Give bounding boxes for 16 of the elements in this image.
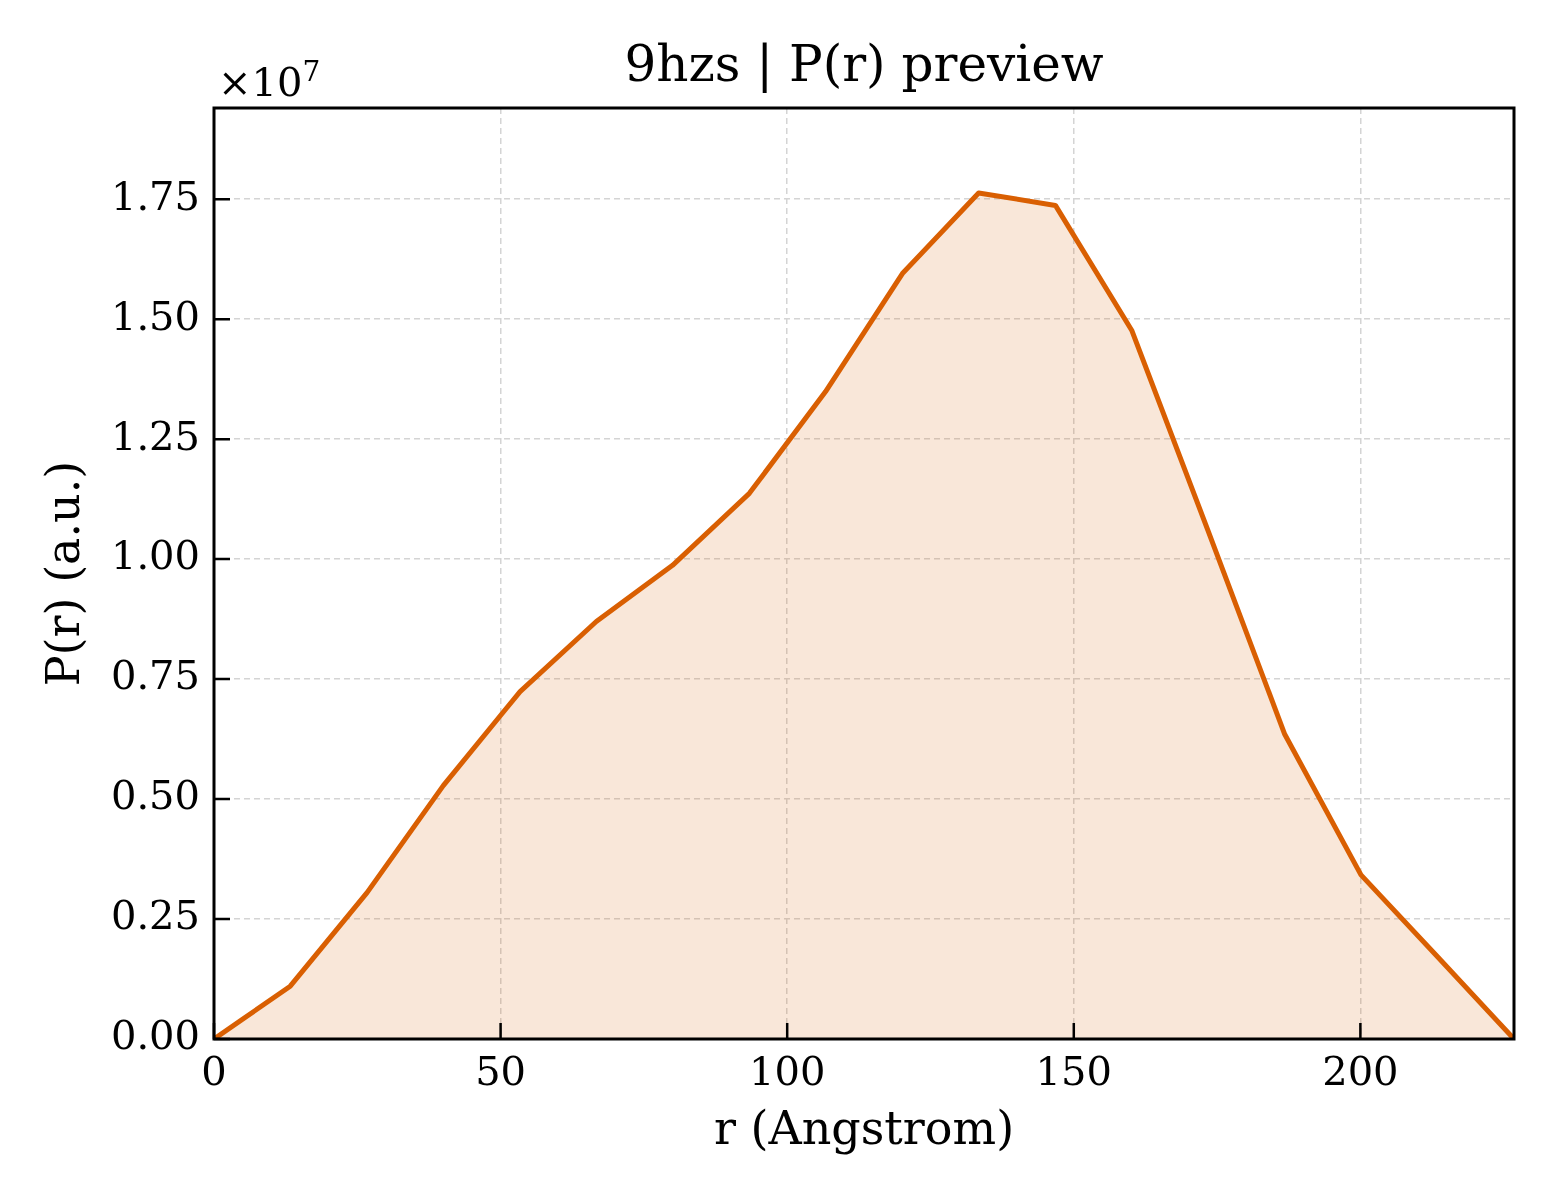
y-tick-label: 1.50: [110, 292, 200, 339]
y-tick-label: 0.00: [110, 1012, 200, 1059]
chart-title: 9hzs | P(r) preview: [624, 34, 1104, 93]
x-axis-title: r (Angstrom): [713, 1101, 1015, 1156]
y-tick-label: 0.50: [110, 772, 200, 819]
x-tick-label: 200: [1322, 1048, 1399, 1095]
x-tick-label: 0: [201, 1048, 227, 1095]
y-tick-label: 1.75: [110, 172, 200, 219]
y-tick-label: 0.75: [110, 652, 200, 699]
x-tick-label: 50: [475, 1048, 527, 1095]
x-tick-label: 150: [1035, 1048, 1112, 1095]
y-tick-label: 1.25: [110, 412, 200, 459]
y-tick-label: 1.00: [110, 532, 200, 579]
y-tick-label: 0.25: [110, 892, 200, 939]
y-axis-title: P(r) (a.u.): [35, 460, 90, 687]
x-tick-label: 100: [749, 1048, 826, 1095]
